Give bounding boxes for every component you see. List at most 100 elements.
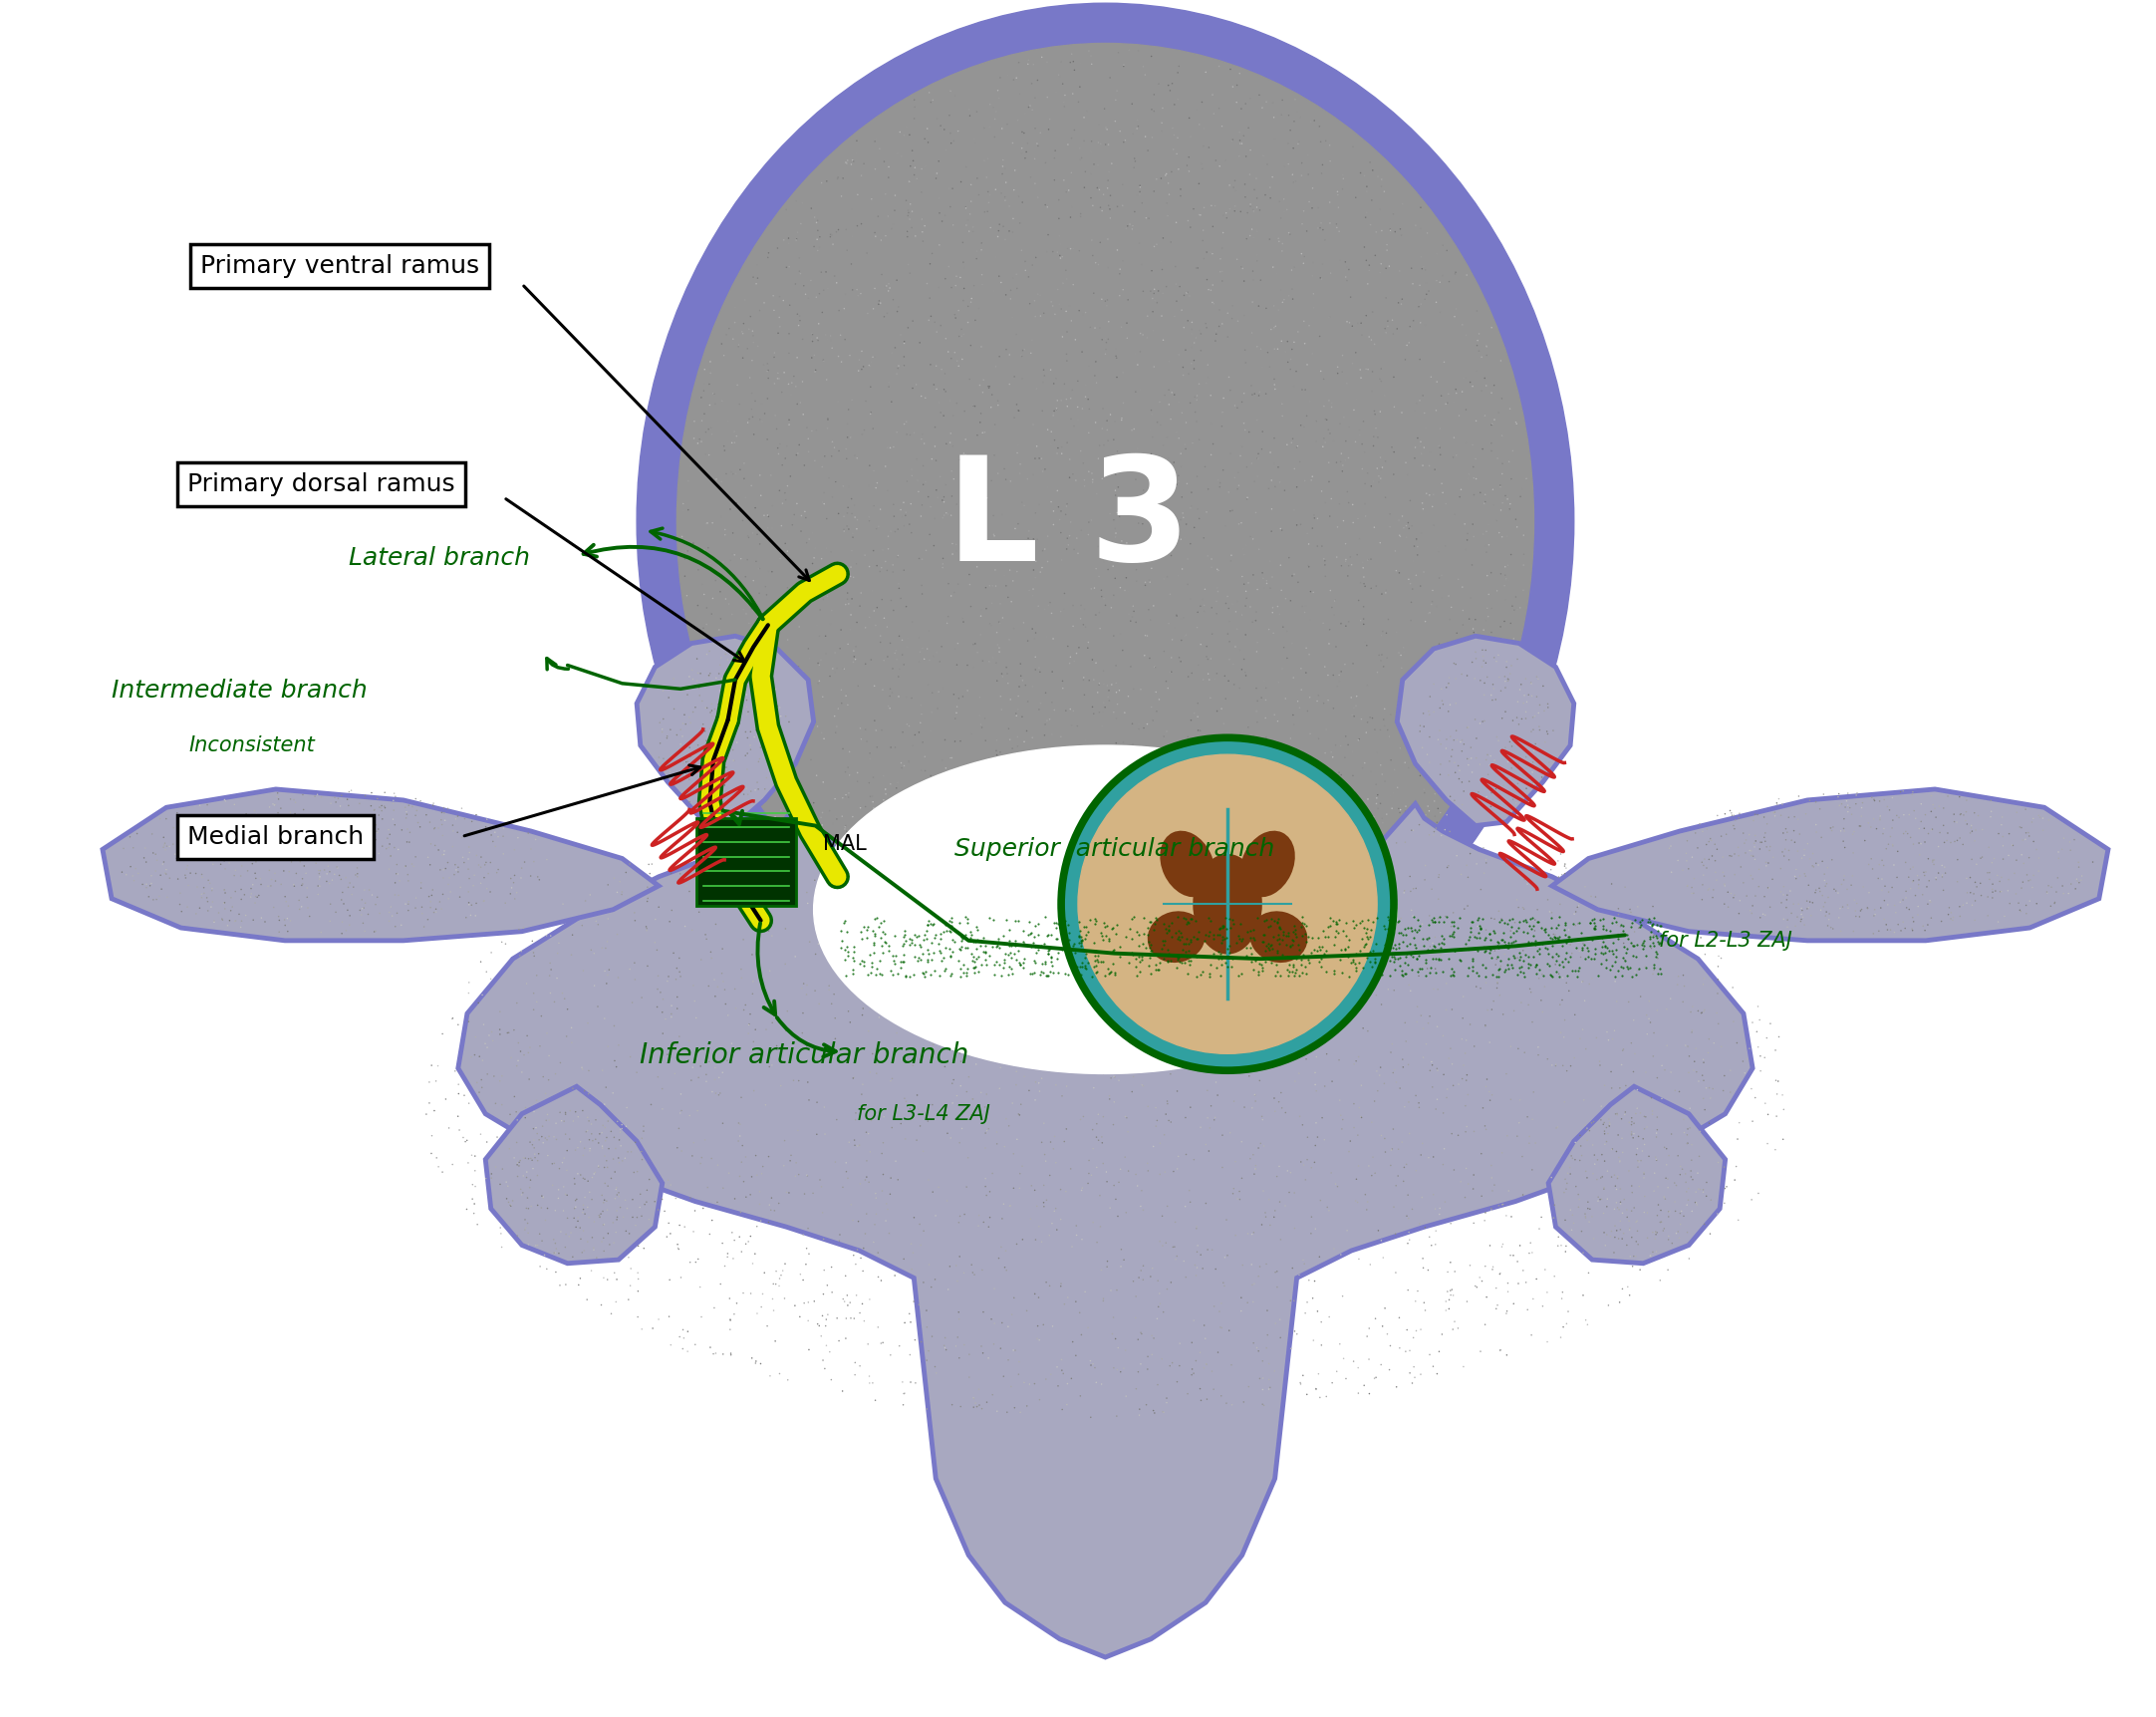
Point — [1757, 798, 1792, 826]
Point — [862, 628, 897, 656]
Point — [901, 816, 936, 843]
Point — [789, 805, 824, 833]
Point — [944, 345, 979, 373]
Point — [1138, 678, 1173, 706]
Point — [448, 903, 483, 931]
Point — [1423, 944, 1457, 972]
Point — [1643, 955, 1677, 982]
Point — [1134, 937, 1169, 965]
Point — [1587, 1109, 1621, 1137]
Point — [1606, 912, 1641, 939]
Point — [733, 405, 768, 433]
Point — [1371, 1356, 1406, 1384]
Point — [884, 627, 918, 654]
Point — [936, 433, 970, 460]
Point — [1600, 1101, 1634, 1128]
Point — [977, 962, 1011, 989]
Point — [729, 563, 763, 591]
Point — [1171, 946, 1205, 974]
Point — [1003, 1174, 1037, 1202]
Point — [522, 865, 556, 893]
Point — [1151, 936, 1186, 963]
Point — [1281, 127, 1315, 155]
Point — [1358, 944, 1393, 972]
Point — [828, 280, 862, 307]
Point — [1343, 937, 1378, 965]
Point — [1884, 917, 1919, 944]
Point — [942, 297, 977, 325]
Point — [994, 939, 1028, 967]
Point — [1186, 246, 1220, 273]
Point — [218, 824, 252, 852]
Point — [1516, 716, 1550, 743]
Point — [845, 1071, 880, 1099]
Point — [847, 793, 882, 821]
Point — [1283, 804, 1317, 831]
Point — [1151, 347, 1186, 374]
Point — [975, 611, 1009, 639]
Point — [1089, 113, 1123, 141]
Point — [1005, 936, 1039, 963]
Point — [1742, 872, 1777, 900]
Point — [1373, 948, 1408, 975]
Point — [517, 943, 552, 970]
Point — [1039, 908, 1074, 936]
Point — [1317, 788, 1352, 816]
Point — [1225, 1284, 1259, 1312]
Point — [1367, 912, 1401, 939]
Point — [1380, 1374, 1414, 1401]
Point — [1595, 1075, 1630, 1102]
Point — [1481, 970, 1516, 998]
Point — [1011, 821, 1046, 848]
Point — [1324, 610, 1358, 637]
Point — [1623, 912, 1658, 939]
Point — [865, 908, 899, 936]
Point — [1039, 807, 1074, 834]
Point — [172, 860, 207, 888]
Point — [1718, 807, 1753, 834]
Point — [1283, 512, 1317, 539]
Point — [882, 118, 916, 146]
Point — [893, 980, 927, 1008]
Point — [949, 857, 983, 884]
Point — [683, 1274, 718, 1301]
Point — [690, 611, 724, 639]
Point — [1013, 919, 1048, 946]
Point — [1160, 1243, 1194, 1271]
Point — [914, 910, 949, 937]
Point — [1028, 455, 1063, 482]
Point — [1606, 944, 1641, 972]
Point — [923, 881, 957, 908]
Point — [203, 850, 237, 877]
Point — [852, 472, 886, 500]
Point — [528, 1107, 563, 1135]
Point — [1434, 783, 1468, 810]
Point — [515, 1114, 550, 1142]
Point — [1149, 160, 1184, 187]
Point — [1125, 762, 1160, 790]
Point — [729, 774, 763, 802]
Point — [114, 853, 149, 881]
Point — [1542, 864, 1576, 891]
Point — [763, 312, 798, 340]
Point — [858, 1051, 893, 1078]
Point — [399, 797, 433, 824]
Point — [1354, 378, 1388, 405]
Point — [1304, 129, 1339, 156]
Point — [1326, 342, 1360, 369]
Point — [895, 455, 929, 482]
Point — [1729, 840, 1764, 867]
Point — [780, 218, 815, 246]
Point — [453, 840, 487, 867]
Point — [1544, 1284, 1578, 1312]
Point — [252, 857, 287, 884]
Point — [561, 1161, 595, 1188]
Point — [953, 331, 987, 359]
Point — [1619, 1101, 1654, 1128]
Point — [847, 895, 882, 922]
Point — [733, 302, 768, 330]
Point — [1035, 948, 1069, 975]
Point — [517, 979, 552, 1006]
Point — [1427, 1135, 1462, 1162]
Point — [862, 287, 897, 314]
